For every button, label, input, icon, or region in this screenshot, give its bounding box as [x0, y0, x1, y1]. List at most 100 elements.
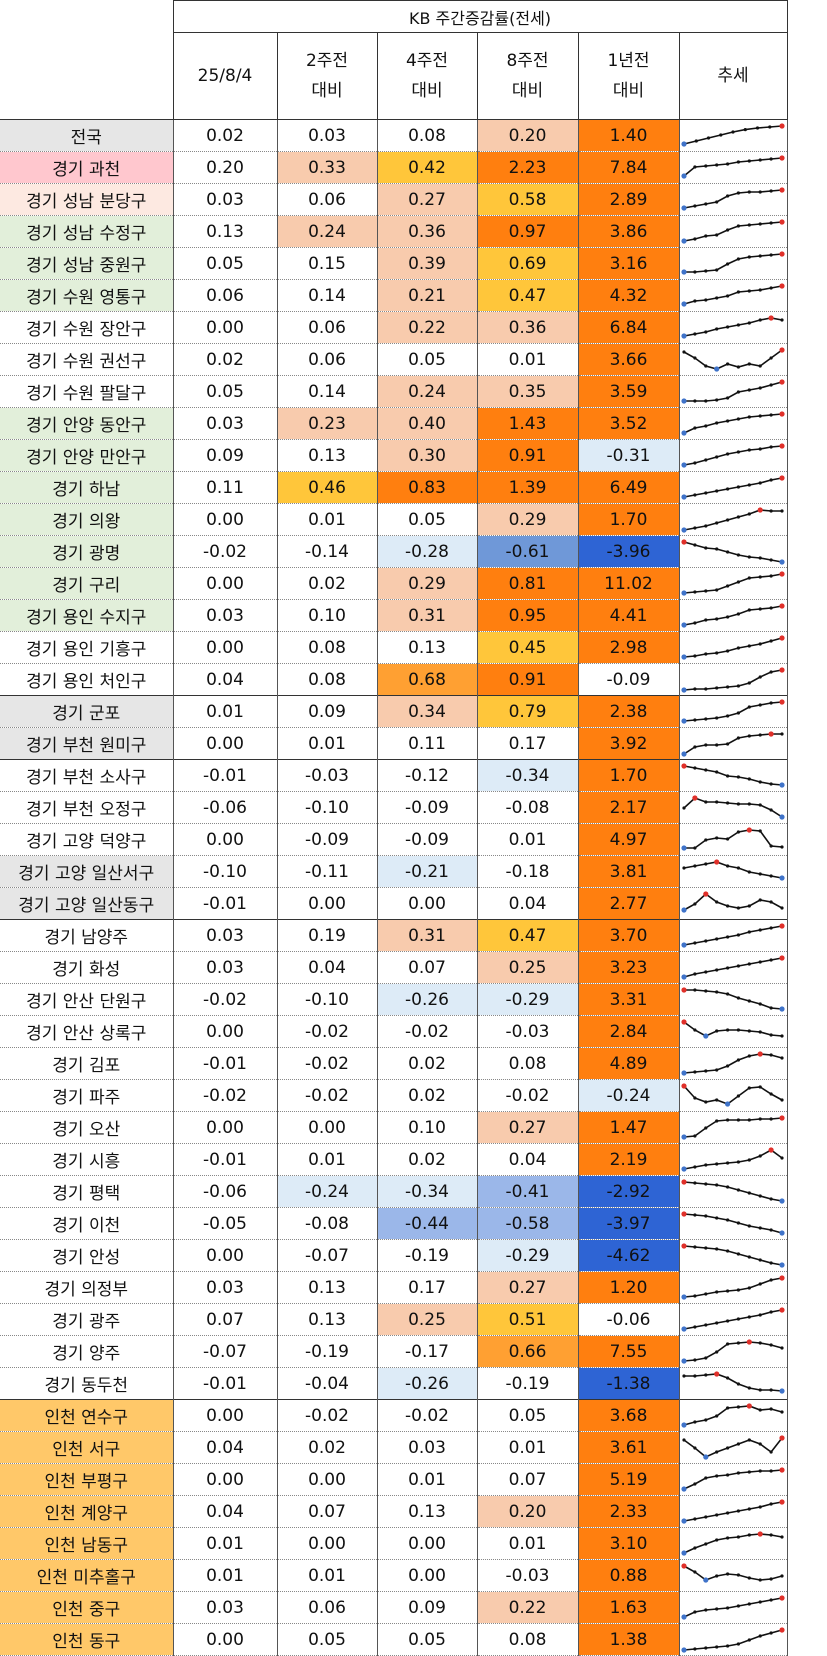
trend-point — [779, 1097, 784, 1102]
trend-point — [758, 1257, 762, 1262]
value-4w: 0.27 — [376, 183, 478, 216]
trend-high-point — [778, 122, 785, 129]
region-name: 경기 수원 권선구 — [0, 343, 174, 376]
trend-line — [683, 1148, 782, 1170]
value-2w: 0.06 — [276, 343, 378, 376]
trend-point — [747, 1254, 751, 1259]
value-2w: 0.01 — [276, 727, 378, 760]
trend-sparkline-cell — [678, 1143, 788, 1176]
trend-point — [725, 1027, 729, 1032]
trend-point — [725, 1510, 729, 1515]
trend-point — [703, 201, 707, 206]
value-1y: 6.84 — [577, 311, 680, 344]
trend-point — [714, 326, 718, 331]
trend-point — [747, 1601, 751, 1606]
trend-high-point — [778, 282, 785, 289]
trend-point — [769, 188, 773, 193]
value-1y: 3.23 — [577, 951, 680, 984]
value-1y: 1.38 — [577, 1623, 680, 1656]
trend-line — [683, 1052, 782, 1074]
region-name: 경기 파주 — [0, 1079, 174, 1112]
table-row: 인천 동구 0.00 0.05 0.05 0.08 1.38 — [0, 1623, 788, 1656]
trend-sparkline-cell — [678, 119, 788, 152]
trend-high-point — [713, 858, 719, 865]
trend-point — [714, 1449, 718, 1454]
value-4w: 0.05 — [376, 343, 478, 376]
trend-sparkline — [680, 730, 784, 757]
trend-point — [714, 936, 718, 941]
value-2w: 0.01 — [276, 1559, 378, 1592]
trend-point — [769, 669, 773, 674]
trend-point — [758, 1281, 762, 1286]
trend-point — [758, 413, 762, 418]
value-8w: 0.01 — [476, 1431, 579, 1464]
value-1y: 3.66 — [577, 343, 680, 376]
trend-point — [714, 769, 718, 774]
value-4w: 0.00 — [376, 1559, 478, 1592]
trend-point — [736, 190, 740, 195]
value-2w: -0.02 — [276, 1047, 378, 1080]
value-4w: 0.25 — [376, 1303, 478, 1336]
value-1y: 0.88 — [577, 1559, 680, 1592]
trend-high-point — [768, 1146, 774, 1153]
trend-line — [683, 988, 782, 1010]
trend-sparkline — [681, 1434, 785, 1460]
value-1y: 3.10 — [577, 1527, 680, 1560]
value-8w: 0.04 — [476, 887, 579, 920]
value-2w: -0.02 — [276, 1015, 378, 1048]
trend-point — [725, 418, 729, 423]
value-4w: 0.17 — [376, 1271, 478, 1304]
trend-point — [725, 261, 729, 266]
trend-point — [747, 482, 751, 487]
value-1y: 1.40 — [577, 119, 680, 152]
trend-point — [769, 156, 773, 161]
trend-point — [725, 773, 729, 778]
trend-line — [683, 1276, 782, 1298]
trend-point — [725, 965, 729, 970]
trend-point — [747, 1053, 751, 1058]
value-current: 0.00 — [172, 727, 278, 760]
trend-low-point — [680, 140, 687, 147]
trend-point — [714, 1067, 718, 1072]
trend-point — [692, 1027, 696, 1032]
value-4w: 0.01 — [376, 1463, 478, 1496]
value-4w: -0.12 — [376, 759, 478, 792]
region-name: 경기 성남 분당구 — [0, 183, 174, 216]
value-2w: 0.02 — [276, 567, 378, 600]
value-4w: 0.10 — [376, 1111, 478, 1144]
trend-low-point — [680, 941, 687, 948]
trend-line — [683, 1212, 782, 1234]
region-name: 경기 화성 — [0, 951, 174, 984]
trend-sparkline — [680, 1050, 784, 1076]
value-8w: -0.02 — [476, 1079, 579, 1112]
trend-point — [736, 1287, 740, 1292]
trend-point — [714, 899, 718, 904]
trend-point — [769, 355, 773, 360]
value-2w: 0.06 — [276, 1591, 378, 1624]
trend-point — [681, 805, 686, 810]
trend-sparkline — [680, 1466, 785, 1492]
trend-sparkline-cell — [678, 439, 788, 472]
value-1y: -3.97 — [577, 1207, 680, 1240]
trend-point — [703, 398, 707, 403]
trend-point — [714, 1537, 718, 1542]
trend-point — [747, 903, 751, 908]
trend-point — [758, 1029, 762, 1034]
trend-point — [725, 1472, 729, 1477]
trend-high-point — [691, 794, 697, 801]
trend-point — [692, 1357, 696, 1362]
value-8w: 0.22 — [476, 1591, 579, 1624]
trend-point — [758, 157, 762, 162]
column-header-line2: 대비 — [612, 81, 645, 101]
trend-point — [692, 1180, 696, 1185]
trend-point — [692, 1516, 696, 1521]
value-2w: 0.33 — [276, 151, 378, 184]
value-4w: -0.09 — [376, 791, 478, 824]
region-name: 경기 의왕 — [0, 503, 174, 536]
trend-point — [692, 971, 696, 976]
trend-high-point — [778, 922, 785, 929]
trend-low-point — [680, 973, 687, 980]
trend-point — [725, 1217, 729, 1222]
value-4w: 0.02 — [376, 1079, 478, 1112]
trend-sparkline-cell — [678, 183, 788, 216]
